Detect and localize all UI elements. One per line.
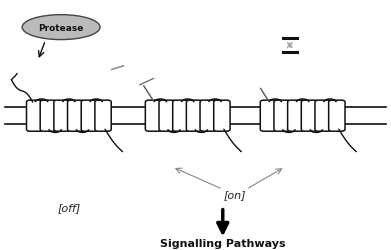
FancyBboxPatch shape [81, 101, 98, 132]
FancyBboxPatch shape [315, 101, 331, 132]
FancyBboxPatch shape [54, 101, 70, 132]
FancyBboxPatch shape [214, 101, 230, 132]
FancyBboxPatch shape [173, 101, 189, 132]
FancyBboxPatch shape [40, 101, 57, 132]
Text: Signalling Pathways: Signalling Pathways [160, 238, 285, 248]
Text: Protease: Protease [38, 24, 84, 32]
FancyBboxPatch shape [288, 101, 304, 132]
FancyBboxPatch shape [27, 101, 43, 132]
FancyBboxPatch shape [200, 101, 216, 132]
Text: [off]: [off] [57, 202, 81, 212]
FancyBboxPatch shape [329, 101, 345, 132]
FancyBboxPatch shape [145, 101, 162, 132]
Text: [on]: [on] [223, 190, 246, 200]
FancyBboxPatch shape [68, 101, 84, 132]
Ellipse shape [22, 16, 100, 40]
FancyBboxPatch shape [301, 101, 317, 132]
FancyBboxPatch shape [260, 101, 277, 132]
FancyBboxPatch shape [187, 101, 203, 132]
FancyBboxPatch shape [159, 101, 176, 132]
FancyBboxPatch shape [274, 101, 290, 132]
FancyBboxPatch shape [95, 101, 111, 132]
